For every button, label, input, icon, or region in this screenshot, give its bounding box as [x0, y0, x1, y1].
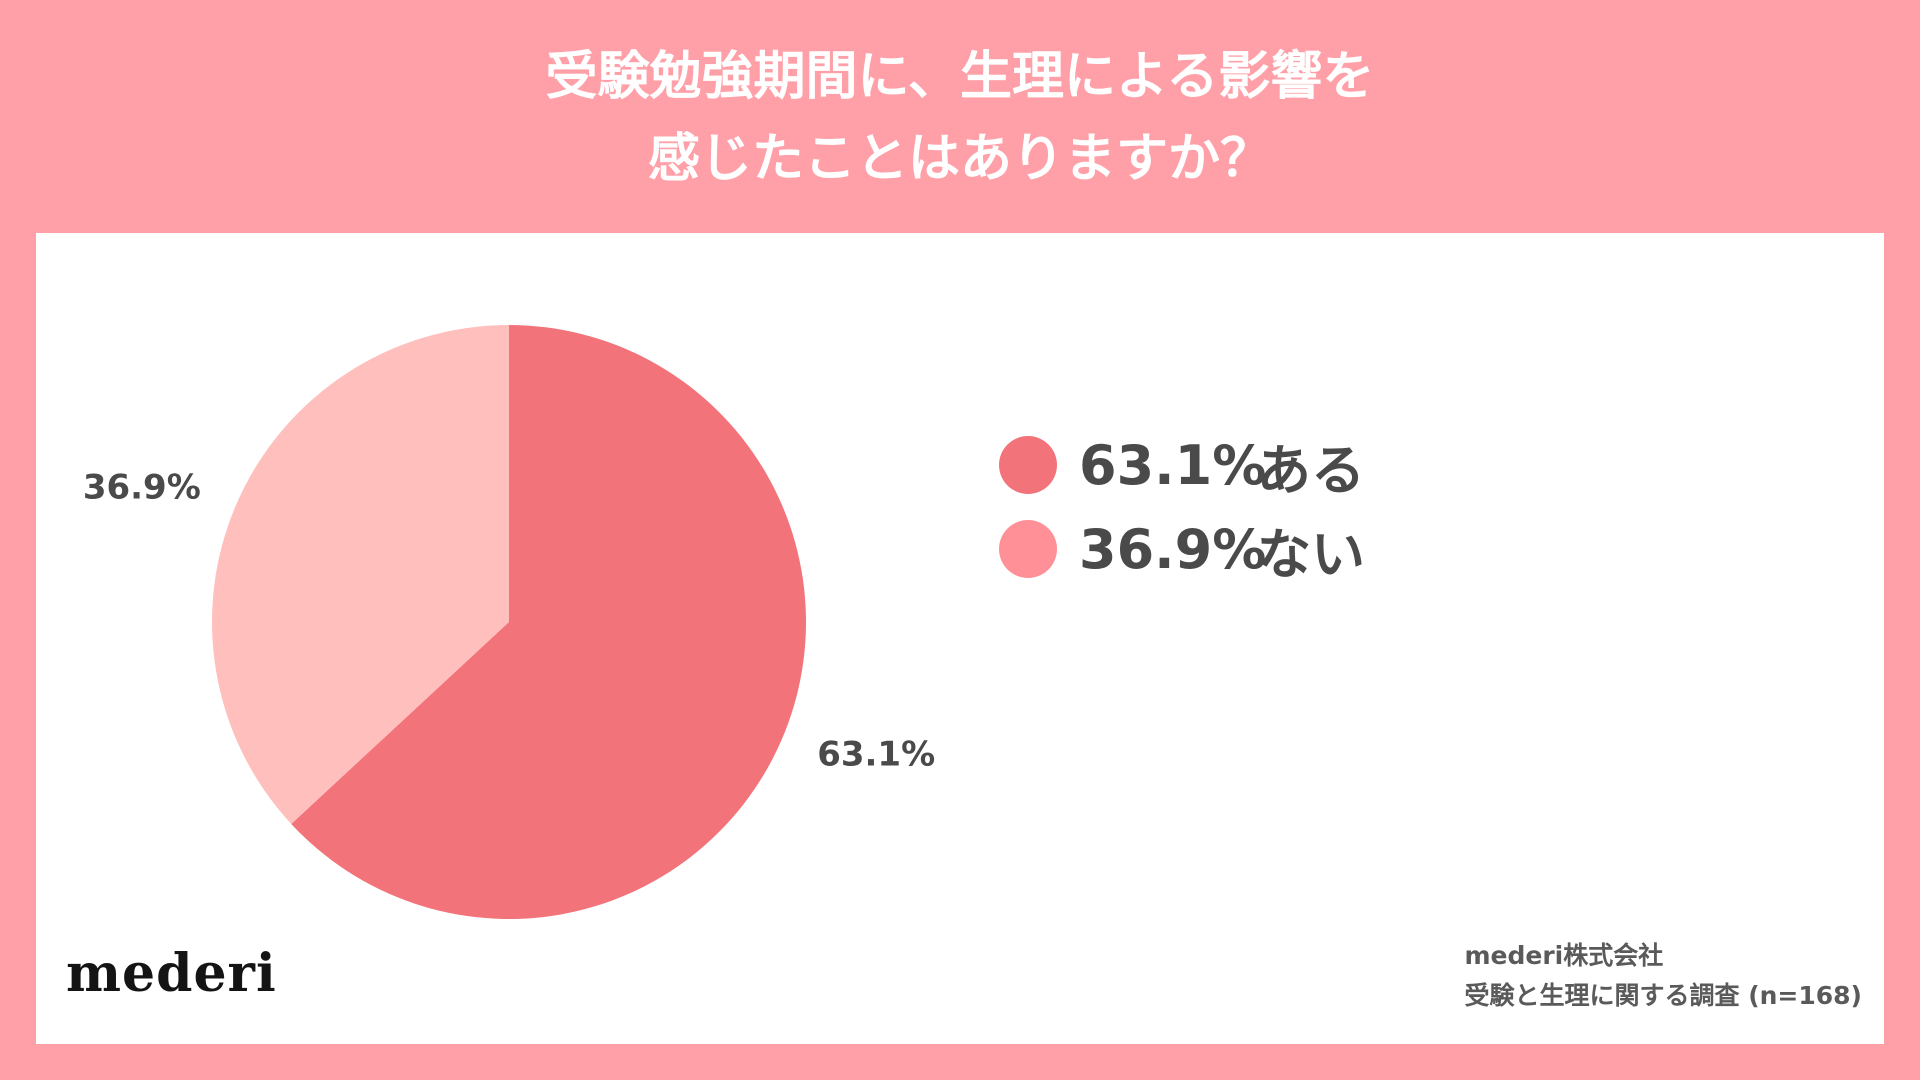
legend-label-yes: ある: [1257, 438, 1365, 502]
pie-slice-yes: [291, 325, 806, 919]
legend-pct-no: 36.9%: [1079, 517, 1267, 581]
legend-dot-no: [999, 520, 1057, 578]
pie-label-yes: 63.1%: [817, 735, 935, 775]
chart-title: 受験勉強期間に、生理による影響を 感じたことはありますか？: [0, 36, 1920, 200]
chart-panel: 63.1% 36.9% 63.1% ある 36.9% ない mederi mede…: [36, 233, 1884, 1044]
pie-slice-no: [211, 325, 509, 824]
legend-pct-yes: 63.1%: [1079, 433, 1267, 497]
legend-item-yes: 63.1% ある: [999, 423, 1365, 507]
legend-dot-yes: [999, 436, 1057, 494]
legend: 63.1% ある 36.9% ない: [999, 423, 1365, 591]
pie-chart: 63.1% 36.9%: [83, 325, 935, 919]
legend-label-no: ない: [1257, 522, 1365, 586]
title-line-1: 受験勉強期間に、生理による影響を: [545, 47, 1375, 107]
pie-label-no: 36.9%: [83, 467, 201, 507]
title-line-2: 感じたことはありますか？: [647, 129, 1272, 189]
source-note: mederi株式会社 受験と生理に関する調査 (n=168): [1465, 936, 1863, 1016]
mederi-logo: mederi: [66, 943, 277, 1004]
source-company: mederi株式会社: [1464, 941, 1664, 970]
source-survey: 受験と生理に関する調査 (n=168): [1464, 981, 1863, 1010]
legend-item-no: 36.9% ない: [999, 507, 1365, 591]
